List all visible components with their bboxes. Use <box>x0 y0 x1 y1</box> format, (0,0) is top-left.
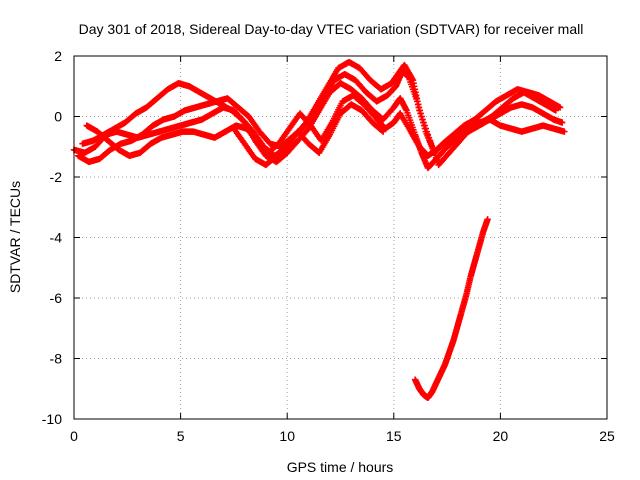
y-axis-label: SDTVAR / TECUs <box>7 181 23 293</box>
data-point <box>418 113 425 120</box>
x-tick-label: 0 <box>70 428 78 444</box>
data-point <box>419 116 426 123</box>
data-point <box>484 216 491 223</box>
axes <box>73 55 608 420</box>
data-point <box>421 122 428 129</box>
data-point <box>559 119 566 126</box>
series-sat-d <box>83 92 568 160</box>
data-point <box>424 131 432 138</box>
data-points <box>70 58 568 402</box>
y-tick-label: -4 <box>50 230 63 246</box>
x-tick-label: 20 <box>493 428 509 444</box>
data-point <box>561 128 568 135</box>
tick-labels: 0 5 10 15 20 25 -10 -8 -6 -4 -2 0 2 <box>42 48 615 444</box>
y-tick-label: 2 <box>54 48 62 64</box>
data-point <box>417 110 424 117</box>
y-tick-label: -2 <box>50 169 63 185</box>
data-point <box>422 125 429 132</box>
data-point <box>425 134 433 141</box>
x-axis-label: GPS time / hours <box>287 459 394 475</box>
data-point <box>378 127 386 134</box>
data-point <box>556 104 564 111</box>
x-tick-label: 15 <box>386 428 402 444</box>
x-tick-label: 10 <box>279 428 295 444</box>
data-point <box>416 107 423 114</box>
x-tick-label: 25 <box>599 428 615 444</box>
y-tick-label: -6 <box>50 290 63 306</box>
data-point <box>420 119 427 126</box>
y-tick-label: 0 <box>54 109 62 125</box>
chart-title: Day 301 of 2018, Sidereal Day-to-day VTE… <box>79 21 584 37</box>
series-sat-e <box>230 101 387 169</box>
y-tick-label: -10 <box>42 411 62 427</box>
x-tick-label: 5 <box>177 428 185 444</box>
y-tick-label: -8 <box>50 351 63 367</box>
data-point <box>379 128 387 135</box>
data-point <box>552 107 560 114</box>
series-sat-f <box>411 216 491 402</box>
data-point <box>423 128 431 135</box>
